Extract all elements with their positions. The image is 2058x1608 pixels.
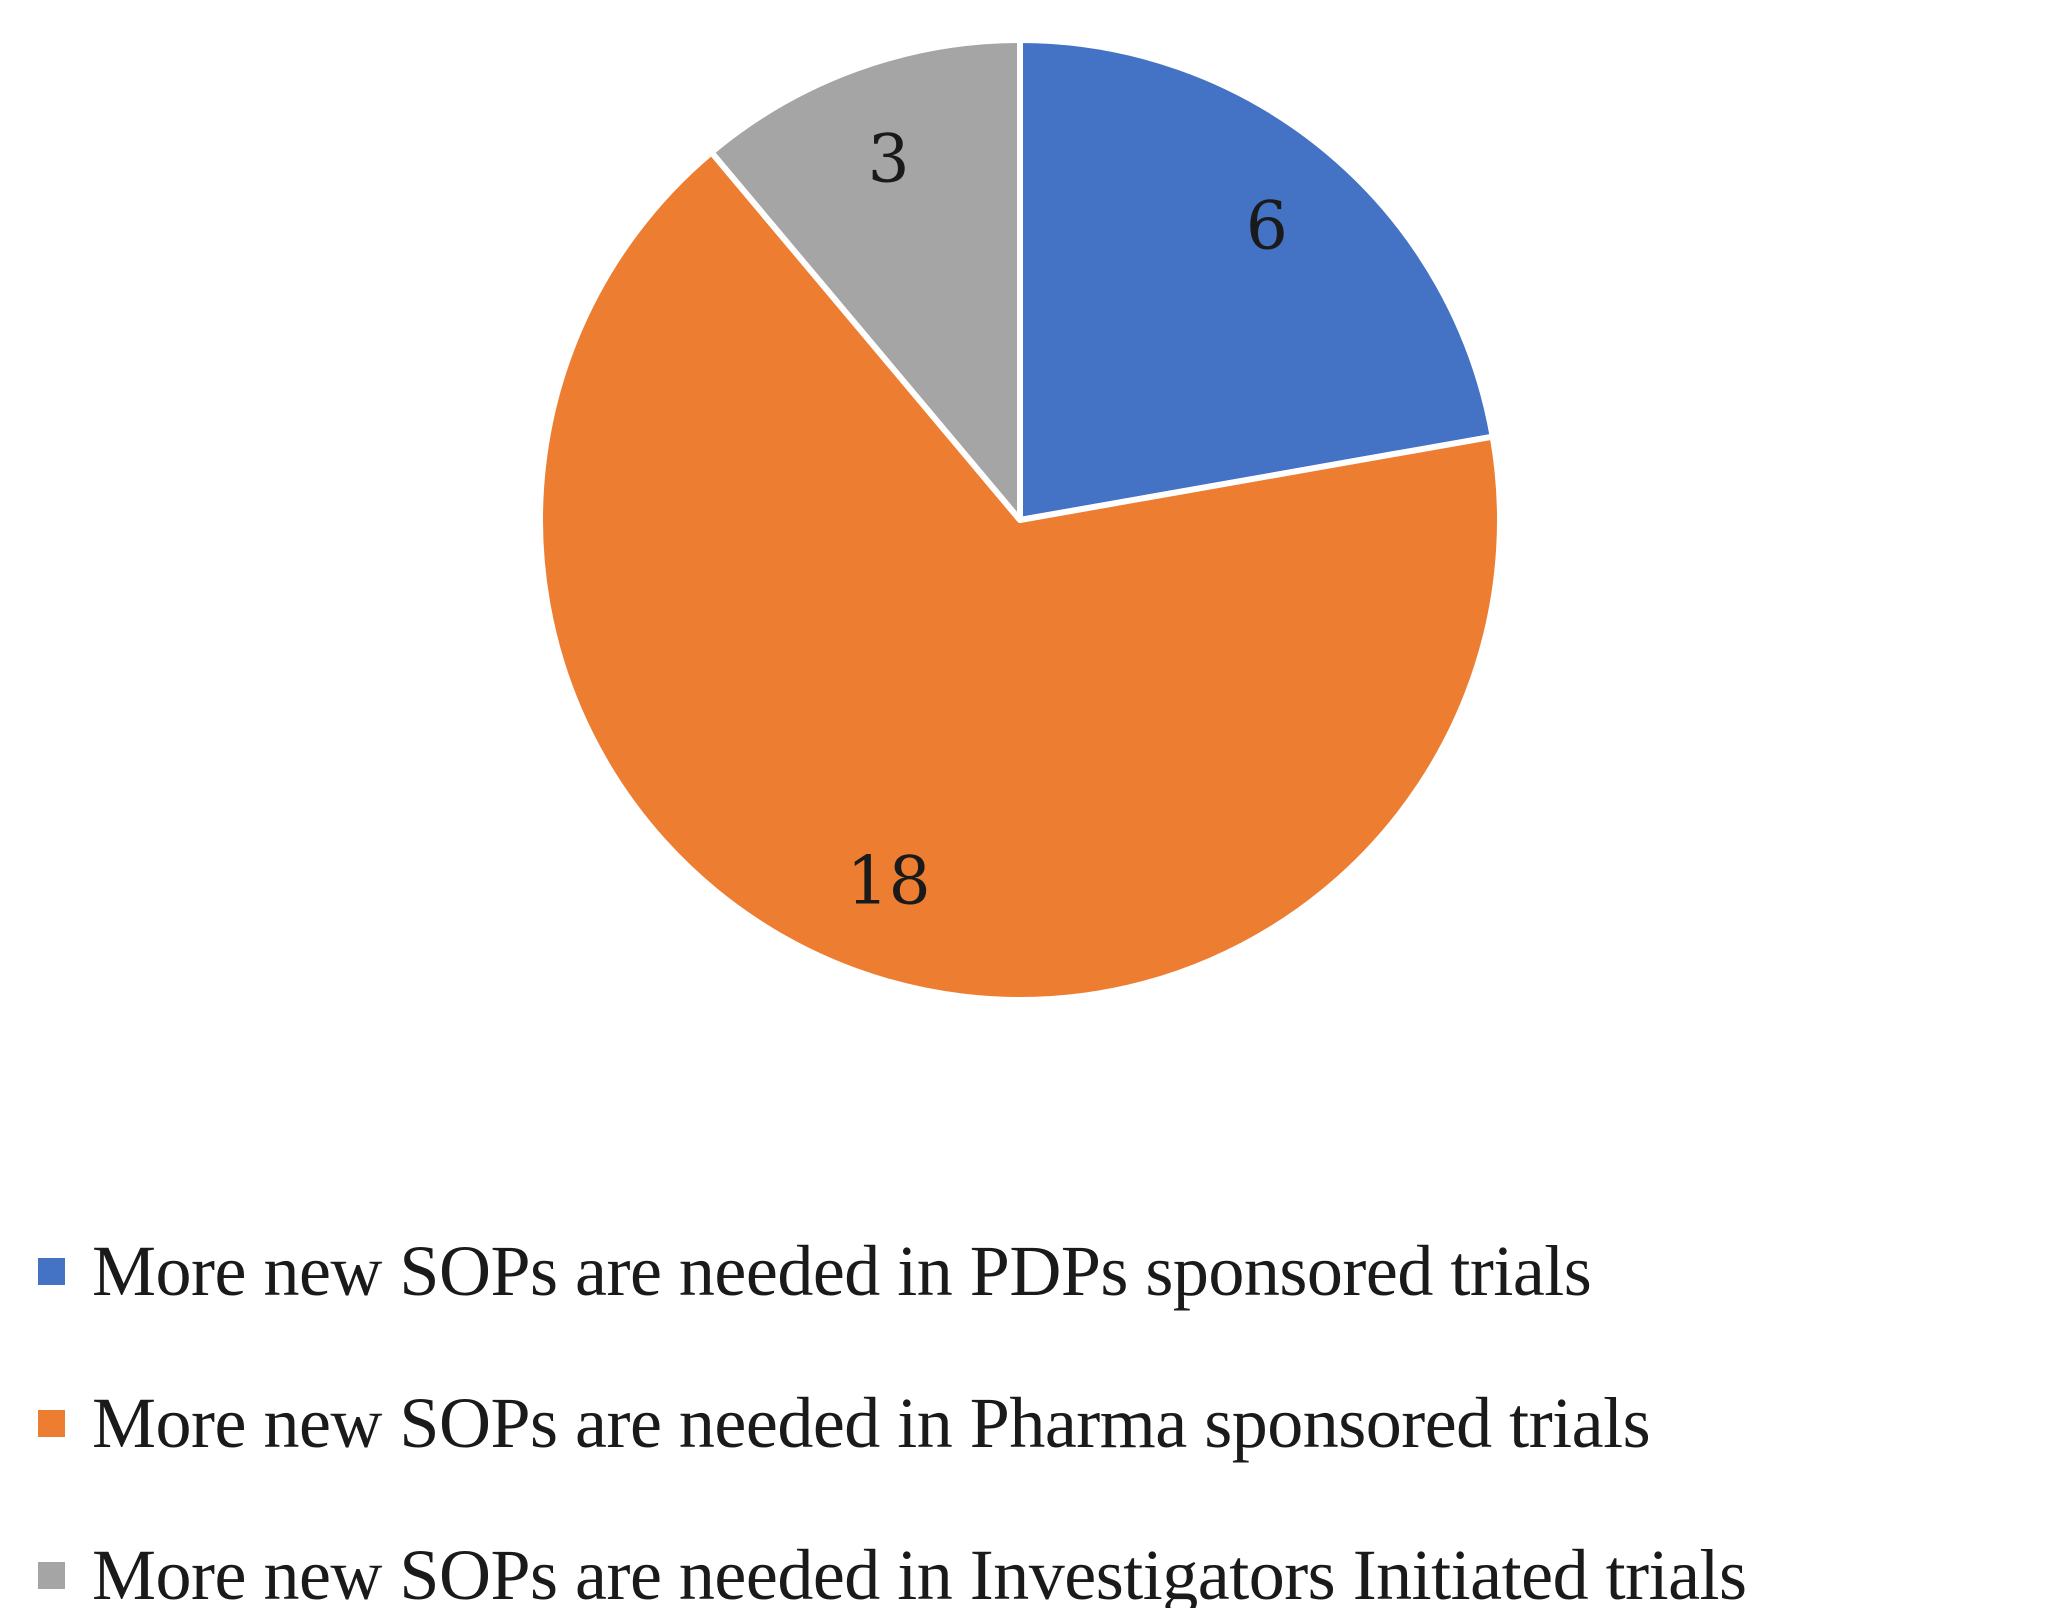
legend-item-pharma: More new SOPs are needed in Pharma spons… <box>38 1347 2048 1499</box>
legend-label-pdps: More new SOPs are needed in PDPs sponsor… <box>92 1230 1592 1311</box>
pie-slices <box>537 37 1503 1003</box>
legend-swatch-pdps <box>38 1257 65 1285</box>
data-label-pdps: 6 <box>1246 187 1288 264</box>
legend-swatch-investigators <box>38 1561 65 1589</box>
legend-item-pdps: More new SOPs are needed in PDPs sponsor… <box>38 1195 2048 1347</box>
pie-slice-investigators <box>708 37 1023 523</box>
pie-slice-pharma <box>537 149 1503 1003</box>
legend-item-investigators: More new SOPs are needed in Investigator… <box>38 1499 2048 1608</box>
pie-plot-area: 6 18 3 <box>537 37 1503 1003</box>
data-label-investigators: 3 <box>868 121 910 198</box>
legend-label-investigators: More new SOPs are needed in Investigator… <box>92 1534 1747 1608</box>
pie-slice-pdps <box>1017 37 1496 523</box>
data-label-pharma: 18 <box>847 842 931 919</box>
legend-swatch-pharma <box>38 1409 65 1437</box>
legend: More new SOPs are needed in PDPs sponsor… <box>38 1195 2048 1608</box>
legend-label-pharma: More new SOPs are needed in Pharma spons… <box>92 1382 1651 1463</box>
pie-data-labels: 6 18 3 <box>847 121 1288 920</box>
